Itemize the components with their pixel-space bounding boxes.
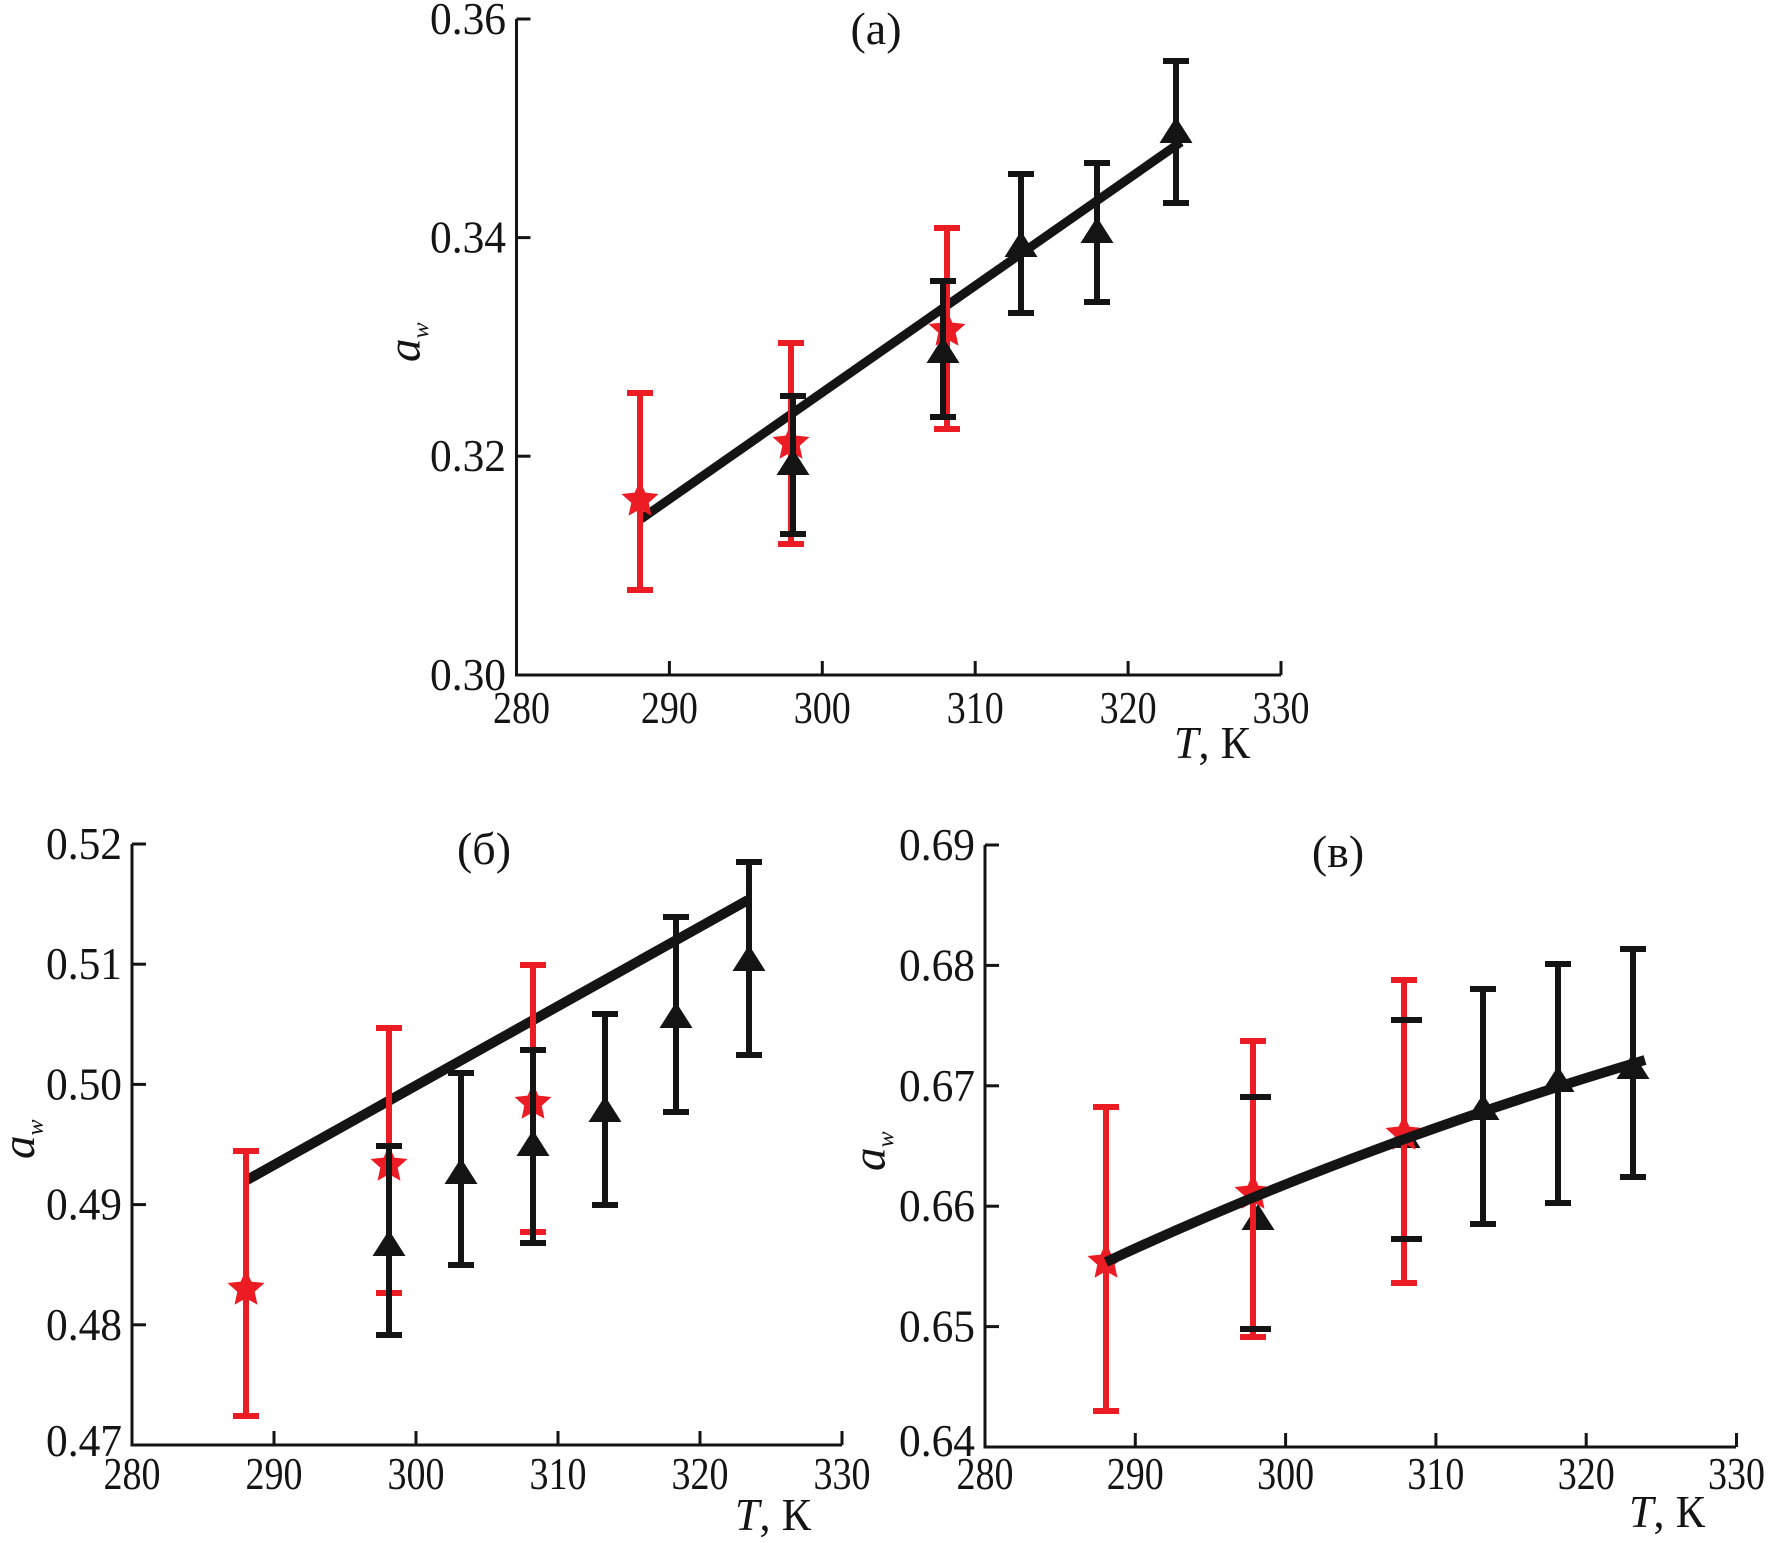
svg-text:0.51: 0.51	[46, 938, 122, 989]
svg-text:290: 290	[246, 1448, 303, 1499]
svg-text:(б): (б)	[457, 823, 511, 874]
svg-text:280: 280	[957, 1448, 1014, 1499]
svg-text:0.47: 0.47	[46, 1415, 122, 1466]
svg-text:300: 300	[794, 682, 851, 733]
svg-text:310: 310	[947, 682, 1004, 733]
svg-text:0.66: 0.66	[899, 1180, 975, 1231]
svg-text:300: 300	[1257, 1448, 1314, 1499]
svg-text:T, К: T, К	[735, 1489, 811, 1540]
svg-text:aw: aw	[0, 1119, 49, 1159]
svg-text:0.65: 0.65	[899, 1301, 975, 1352]
svg-text:0.49: 0.49	[46, 1179, 122, 1230]
svg-text:0.52: 0.52	[46, 818, 122, 869]
svg-text:310: 310	[1407, 1448, 1464, 1499]
svg-text:0.36: 0.36	[430, 0, 506, 44]
svg-text:0.48: 0.48	[46, 1299, 122, 1350]
svg-text:330: 330	[1253, 682, 1310, 733]
svg-text:0.50: 0.50	[46, 1058, 122, 1109]
svg-text:320: 320	[1100, 682, 1157, 733]
svg-text:T, К: T, К	[1174, 717, 1250, 768]
svg-text:280: 280	[104, 1448, 161, 1499]
svg-text:0.64: 0.64	[899, 1415, 975, 1466]
svg-text:0.34: 0.34	[430, 212, 506, 263]
svg-text:0.30: 0.30	[430, 649, 506, 700]
svg-text:290: 290	[1107, 1448, 1164, 1499]
svg-text:330: 330	[814, 1448, 871, 1499]
svg-text:320: 320	[1558, 1448, 1615, 1499]
svg-text:T, К: T, К	[1629, 1486, 1705, 1537]
svg-text:290: 290	[641, 682, 698, 733]
svg-text:(а): (а)	[850, 3, 901, 54]
svg-text:280: 280	[493, 682, 550, 733]
svg-text:0.32: 0.32	[430, 430, 506, 481]
svg-text:300: 300	[388, 1448, 445, 1499]
svg-text:0.69: 0.69	[899, 819, 975, 870]
svg-text:0.67: 0.67	[899, 1060, 975, 1111]
svg-text:330: 330	[1708, 1448, 1765, 1499]
svg-text:(в): (в)	[1312, 826, 1364, 877]
svg-text:320: 320	[672, 1448, 729, 1499]
svg-text:310: 310	[530, 1448, 587, 1499]
svg-text:0.68: 0.68	[899, 939, 975, 990]
